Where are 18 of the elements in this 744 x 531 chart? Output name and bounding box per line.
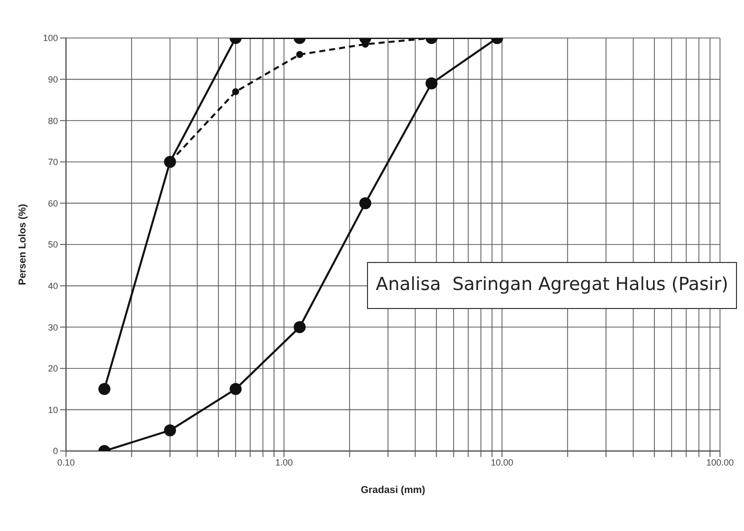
y-tick-label: 100 [42,33,58,44]
y-tick-label: 90 [48,74,58,84]
annotation: Analisa Saringan Agregat Halus (Pasir) [367,262,737,309]
x-tick-label: 0.10 [57,457,75,468]
y-axis-title: Persen Lolos (%) [18,204,29,286]
y-tick-label: 30 [48,322,58,332]
y-tick-label: 80 [48,116,58,126]
x-axis-title: Gradasi (mm) [360,485,426,496]
x-tick-label: 100.00 [706,457,734,468]
y-tick-label: 60 [48,198,58,208]
x-tick-label: 1.00 [275,457,293,468]
y-tick-label: 50 [48,240,58,250]
y-tick-label: 0 [52,446,58,456]
y-tick-label: 70 [48,157,58,168]
x-tick-label: 10.00 [490,457,514,468]
y-tick-label: 10 [48,404,58,415]
y-tick-label: 40 [48,280,58,291]
y-tick-label: 20 [48,364,58,374]
